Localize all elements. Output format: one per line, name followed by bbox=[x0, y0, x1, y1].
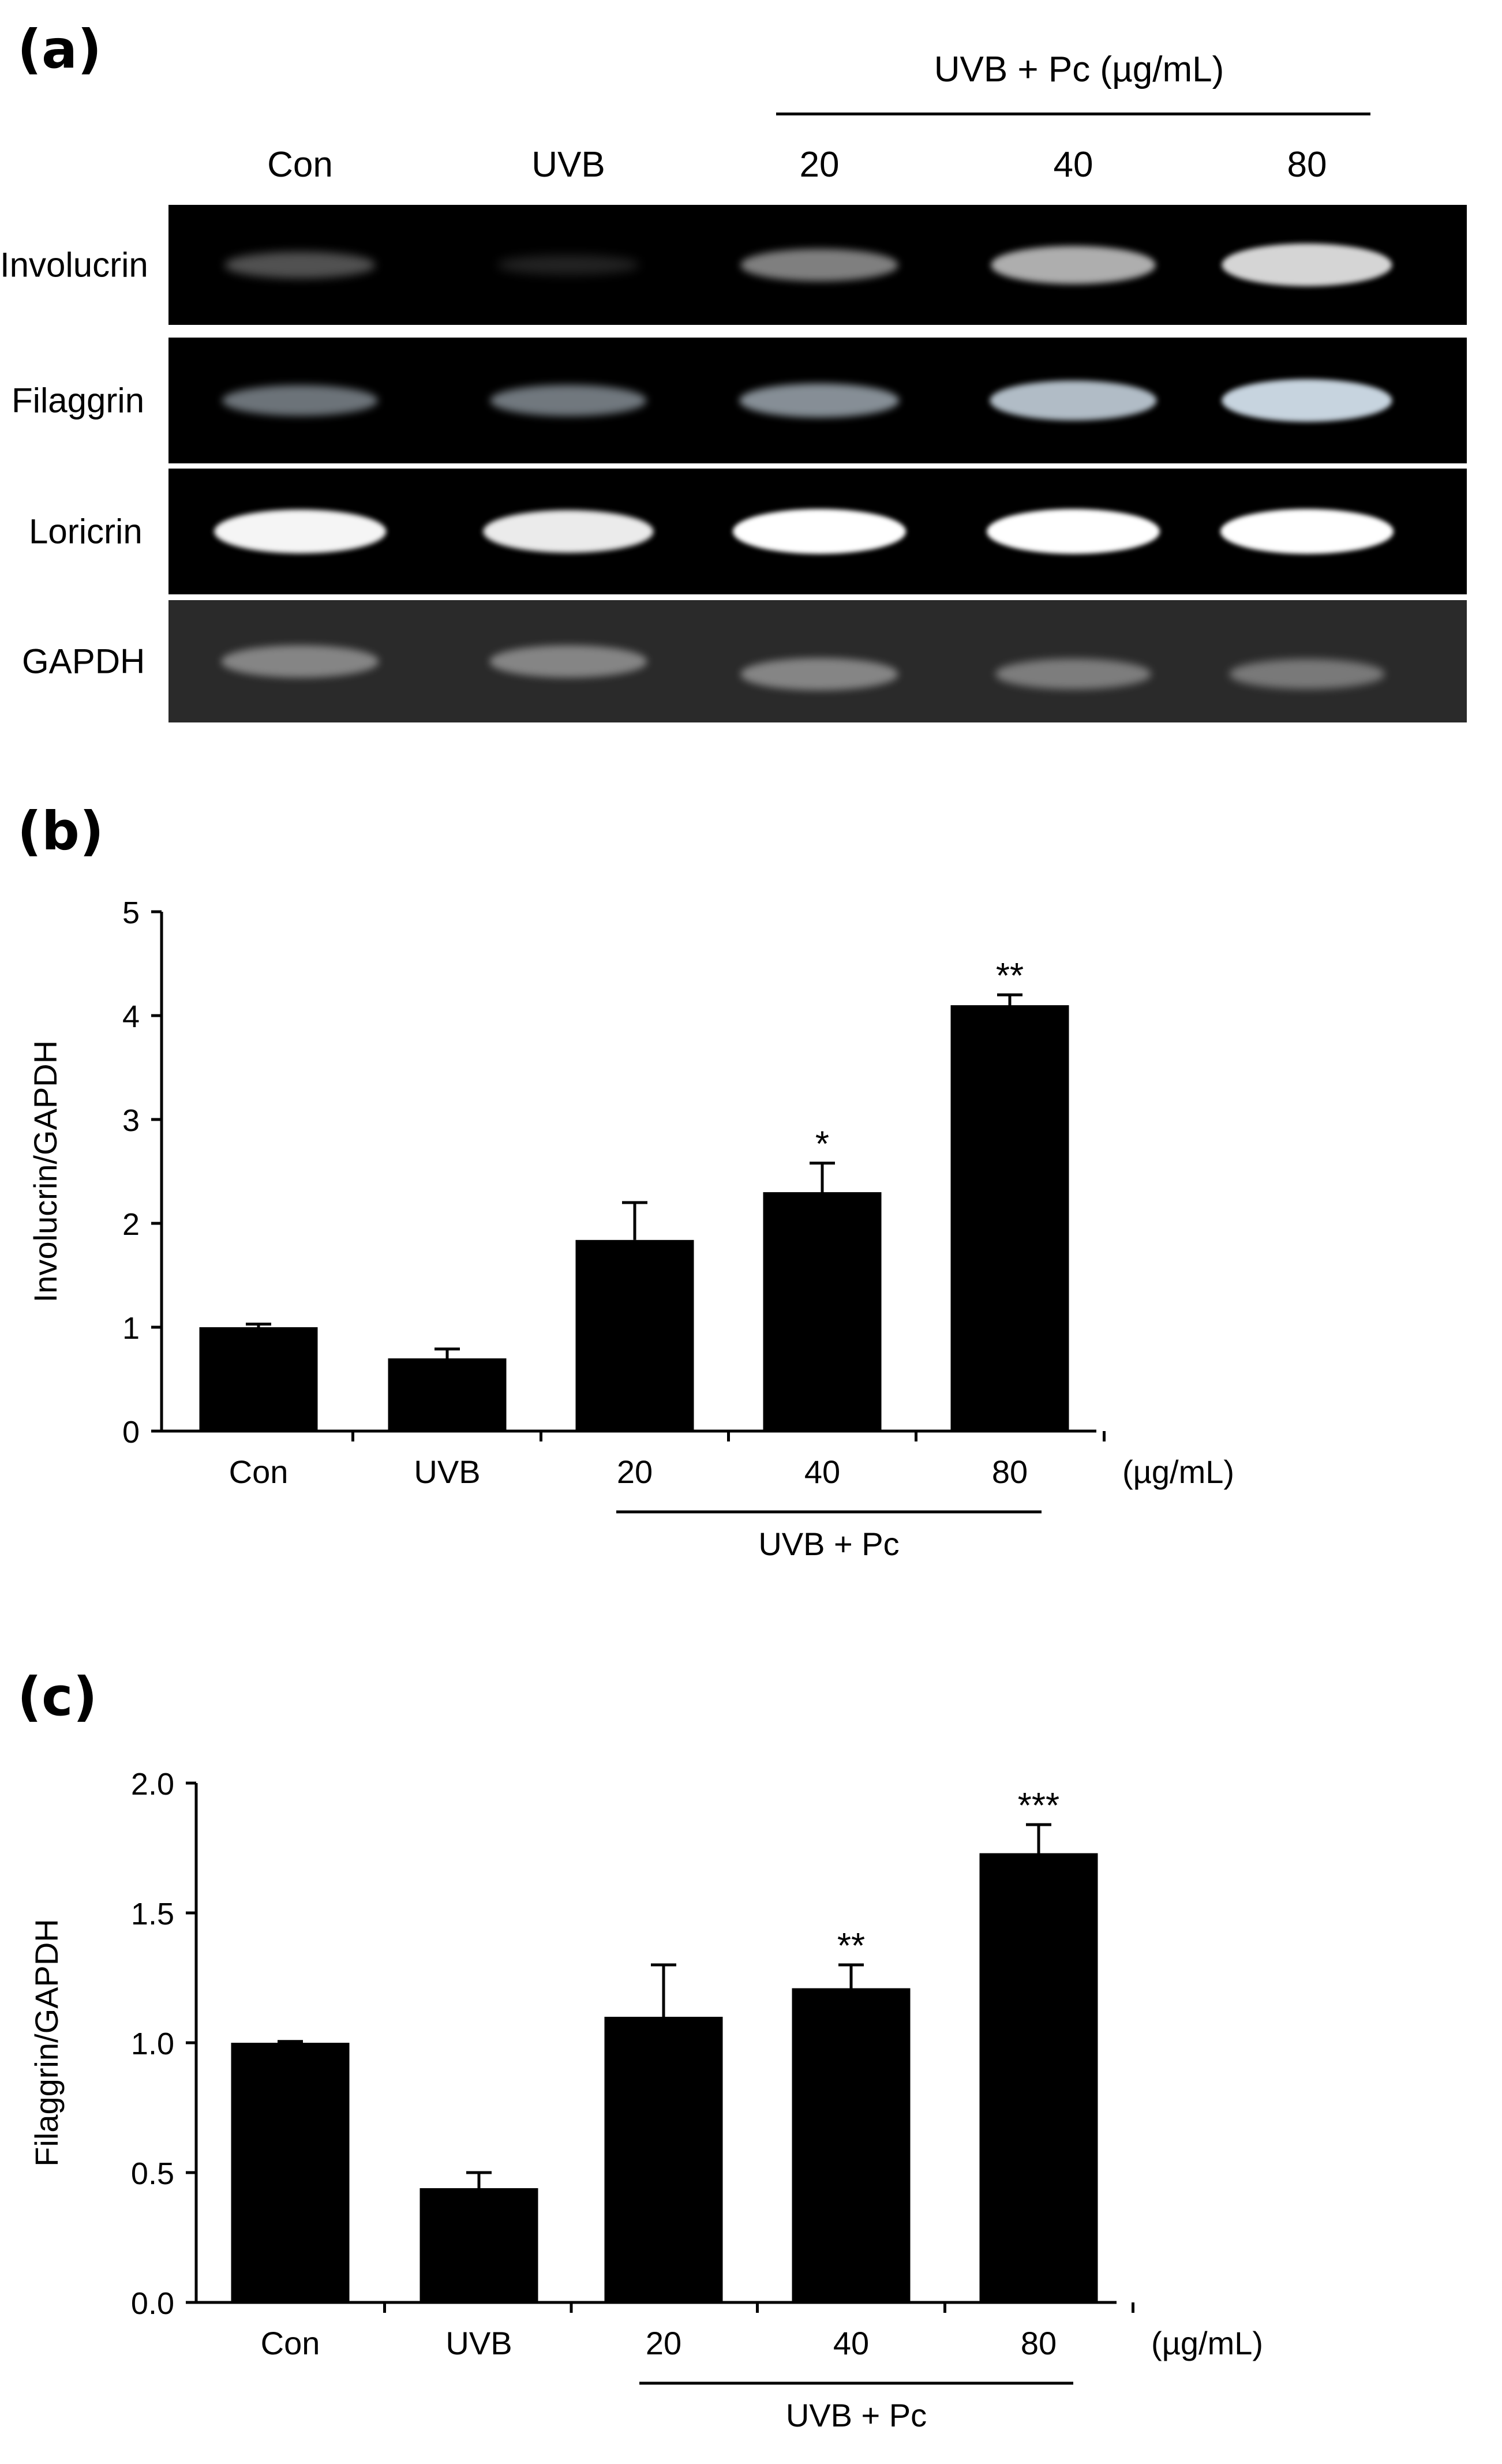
panel-b-label: (b) bbox=[17, 800, 104, 862]
bar-Con bbox=[231, 2043, 350, 2302]
bar-40 bbox=[763, 1192, 882, 1431]
treatment-group-bracket bbox=[776, 113, 1370, 115]
x-category-label: 80 bbox=[992, 1454, 1028, 1490]
lane-label-3: 40 bbox=[1053, 145, 1093, 185]
significance-marker: ** bbox=[837, 1926, 865, 1966]
y-tick-label: 1.5 bbox=[131, 1897, 174, 1931]
y-tick-label: 0.0 bbox=[131, 2286, 174, 2321]
x-category-label: Con bbox=[261, 2325, 320, 2361]
significance-marker: ** bbox=[996, 956, 1024, 996]
x-unit-label: (µg/mL) bbox=[1151, 2325, 1263, 2361]
lane-label-0: Con bbox=[267, 145, 333, 185]
panel-c-label: (c) bbox=[17, 1666, 98, 1728]
bar-UVB bbox=[388, 1358, 507, 1431]
y-axis-title: Involucrin/GAPDH bbox=[27, 1040, 63, 1302]
bar-80 bbox=[950, 1005, 1069, 1431]
y-tick-label: 4 bbox=[122, 999, 140, 1034]
gel-band bbox=[1229, 659, 1385, 689]
gel-strip-involucrin bbox=[168, 205, 1467, 325]
gel-row-label-involucrin: Involucrin bbox=[0, 245, 148, 284]
gel-band bbox=[739, 383, 900, 418]
x-unit-label: (µg/mL) bbox=[1122, 1454, 1234, 1490]
y-axis-title: Filaggrin/GAPDH bbox=[28, 1919, 65, 2166]
gel-band bbox=[991, 246, 1156, 284]
gel-band bbox=[497, 255, 640, 275]
x-category-label: 40 bbox=[804, 1454, 840, 1490]
y-tick-label: 0 bbox=[122, 1415, 140, 1450]
gel-band bbox=[483, 510, 654, 553]
x-category-label: 40 bbox=[833, 2325, 869, 2361]
bar-40 bbox=[792, 1988, 911, 2302]
bar-20 bbox=[575, 1240, 694, 1431]
gel-band bbox=[214, 510, 386, 553]
x-category-label: 20 bbox=[646, 2325, 681, 2361]
gel-band bbox=[733, 509, 906, 554]
group-label: UVB + Pc bbox=[786, 2397, 927, 2433]
gel-band bbox=[740, 249, 898, 281]
y-tick-label: 2 bbox=[122, 1207, 140, 1242]
gel-band bbox=[221, 645, 379, 677]
gel-strip-loricrin bbox=[168, 469, 1467, 594]
gel-band bbox=[490, 385, 647, 416]
gel-band bbox=[740, 658, 898, 690]
bar-80 bbox=[979, 1853, 1098, 2302]
gel-band bbox=[990, 380, 1157, 421]
y-tick-label: 1.0 bbox=[131, 2027, 174, 2061]
x-category-label: UVB bbox=[414, 1454, 480, 1490]
gel-band bbox=[222, 385, 378, 416]
x-category-label: Con bbox=[229, 1454, 289, 1490]
y-tick-label: 2.0 bbox=[131, 1767, 174, 1802]
gel-band bbox=[1222, 244, 1392, 286]
filaggrin-bar-chart: 0.0 0.5 1.0 1.5 2.0 Con UVB 20 ** 40 *** 80 (µg/mL) U… bbox=[28, 1767, 1263, 2433]
gel-band bbox=[224, 252, 376, 278]
significance-marker: *** bbox=[1018, 1786, 1059, 1826]
x-category-label: 20 bbox=[617, 1454, 653, 1490]
gel-band bbox=[995, 658, 1151, 690]
gel-row-label-gapdh: GAPDH bbox=[22, 642, 145, 681]
gel-strip-gapdh bbox=[168, 600, 1467, 722]
x-category-label: 80 bbox=[1021, 2325, 1057, 2361]
gel-row-label-loricrin: Loricrin bbox=[29, 512, 143, 551]
group-label: UVB + Pc bbox=[758, 1526, 899, 1562]
gel-band bbox=[1220, 509, 1394, 554]
treatment-group-label: UVB + Pc (µg/mL) bbox=[934, 50, 1224, 89]
y-tick-label: 1 bbox=[122, 1311, 140, 1346]
bar-20 bbox=[604, 2017, 723, 2302]
lane-label-1: UVB bbox=[531, 145, 605, 185]
lane-label-2: 20 bbox=[799, 145, 840, 185]
y-tick-label: 0.5 bbox=[131, 2156, 174, 2191]
gel-band bbox=[489, 645, 647, 677]
y-tick-label: 3 bbox=[122, 1103, 140, 1138]
involucrin-bar-chart: 0 1 2 3 4 5 Con UVB 20 * 40 ** 80 (µg/mL) UVB + Pc Invo… bbox=[27, 896, 1234, 1562]
gel-band bbox=[1222, 379, 1392, 422]
lane-label-4: 80 bbox=[1287, 145, 1327, 185]
gel-row-label-filaggrin: Filaggrin bbox=[12, 381, 145, 420]
gel-strip-filaggrin bbox=[168, 338, 1467, 463]
y-tick-label: 5 bbox=[122, 896, 140, 930]
bar-Con bbox=[199, 1327, 318, 1431]
gel-band bbox=[987, 509, 1160, 554]
x-category-label: UVB bbox=[445, 2325, 512, 2361]
significance-marker: * bbox=[815, 1125, 829, 1164]
panel-a-label: (a) bbox=[17, 18, 102, 80]
bar-UVB bbox=[419, 2188, 538, 2302]
